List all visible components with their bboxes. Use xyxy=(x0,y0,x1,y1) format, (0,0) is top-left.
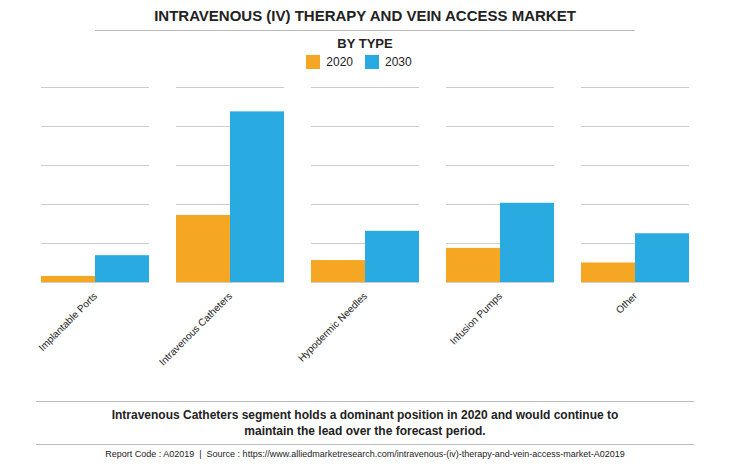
svg-text:Hypodermic Needles: Hypodermic Needles xyxy=(296,290,369,363)
html-text:Intravenous Catheters segment: Intravenous Catheters segment holds a do… xyxy=(111,408,619,438)
html-text:Report Code : A02019 | Source: Report Code : A02019 | Source : https://… xyxy=(105,449,625,459)
svg-text:Other: Other xyxy=(614,290,640,316)
svg-text:Intravenous Catheters: Intravenous Catheters xyxy=(157,290,234,367)
html-text:2020: 2020 xyxy=(326,55,353,69)
svg-text:Infusion Pumps: Infusion Pumps xyxy=(448,290,505,347)
svg-text:Implantable Ports: Implantable Ports xyxy=(36,290,99,353)
html-text:BY TYPE: BY TYPE xyxy=(337,36,393,51)
html-text:2030: 2030 xyxy=(385,55,412,69)
html-text:INTRAVENOUS (IV) THERAPY AND V: INTRAVENOUS (IV) THERAPY AND VEIN ACCESS… xyxy=(154,7,576,24)
